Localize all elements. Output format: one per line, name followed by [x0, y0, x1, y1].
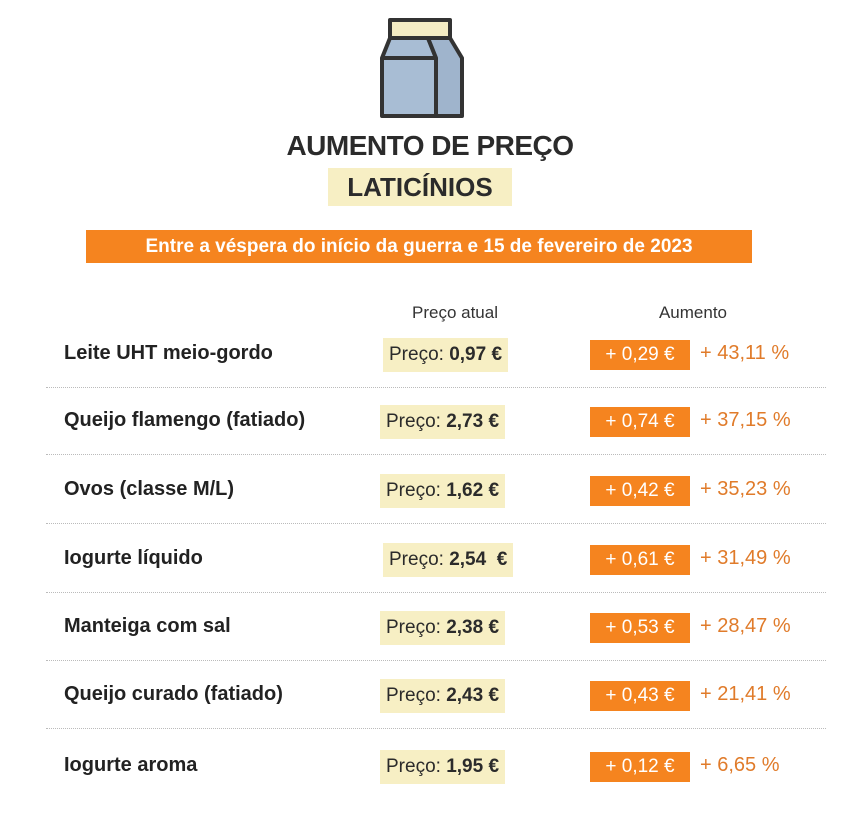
- percent: + 31,49 %: [700, 547, 791, 569]
- row-name: Queijo flamengo (fatiado): [64, 409, 306, 431]
- price-value: 2,43 €: [446, 685, 500, 706]
- row-separator: [46, 660, 826, 661]
- price-value: 1,95 €: [446, 756, 500, 777]
- price-label: Preço:: [386, 411, 441, 432]
- increase: + 0,74 €: [590, 407, 690, 437]
- row-name: Iogurte aroma: [64, 754, 198, 776]
- increase: + 0,43 €: [590, 681, 690, 711]
- row-separator: [46, 387, 826, 388]
- price-value: 2,73 €: [446, 411, 500, 432]
- price-label: Preço:: [389, 549, 444, 570]
- price-box: Preço: 1,95 €: [380, 750, 506, 784]
- percent: + 37,15 %: [700, 409, 791, 431]
- column-header: Preço atual: [412, 303, 498, 322]
- row-name: Queijo curado (fatiado): [64, 683, 283, 705]
- percent: + 28,47 %: [700, 615, 791, 637]
- price-value: 2,54 €: [449, 549, 508, 570]
- percent: + 43,11 %: [700, 342, 790, 364]
- category: LATICÍNIOS: [328, 168, 512, 206]
- increase: + 0,12 €: [590, 752, 690, 782]
- row-name: Leite UHT meio-gordo: [64, 342, 273, 364]
- percent: + 21,41 %: [700, 683, 791, 705]
- price-value: 0,97 €: [449, 344, 503, 365]
- price-label: Preço:: [389, 344, 444, 365]
- percent: + 35,23 %: [700, 478, 791, 500]
- row-separator: [46, 454, 826, 455]
- row-name: Manteiga com sal: [64, 615, 231, 637]
- increase: + 0,42 €: [590, 476, 690, 506]
- title: AUMENTO DE PREÇO: [286, 130, 574, 161]
- milk-carton-icon: [380, 18, 464, 118]
- price-box: Preço: 0,97 €: [383, 338, 509, 372]
- increase: + 0,29 €: [590, 340, 690, 370]
- row-name: Iogurte líquido: [64, 547, 203, 569]
- price-value: 2,38 €: [446, 617, 500, 638]
- subtitle: Entre a véspera do início da guerra e 15…: [86, 230, 752, 263]
- increase: + 0,53 €: [590, 613, 690, 643]
- price-box: Preço: 2,73 €: [380, 405, 506, 439]
- row-separator: [46, 592, 826, 593]
- price-label: Preço:: [386, 617, 441, 638]
- price-box: Preço: 2,54 €: [383, 543, 514, 577]
- percent: + 6,65 %: [700, 754, 780, 776]
- column-header: Aumento: [658, 303, 728, 322]
- row-separator: [46, 728, 826, 729]
- price-box: Preço: 2,38 €: [380, 611, 506, 645]
- price-box: Preço: 1,62 €: [380, 474, 506, 508]
- increase: + 0,61 €: [590, 545, 690, 575]
- price-label: Preço:: [386, 480, 441, 501]
- row-separator: [46, 523, 826, 524]
- price-label: Preço:: [386, 685, 441, 706]
- row-name: Ovos (classe M/L): [64, 478, 235, 500]
- price-label: Preço:: [386, 756, 441, 777]
- price-value: 1,62 €: [446, 480, 500, 501]
- price-box: Preço: 2,43 €: [380, 679, 506, 713]
